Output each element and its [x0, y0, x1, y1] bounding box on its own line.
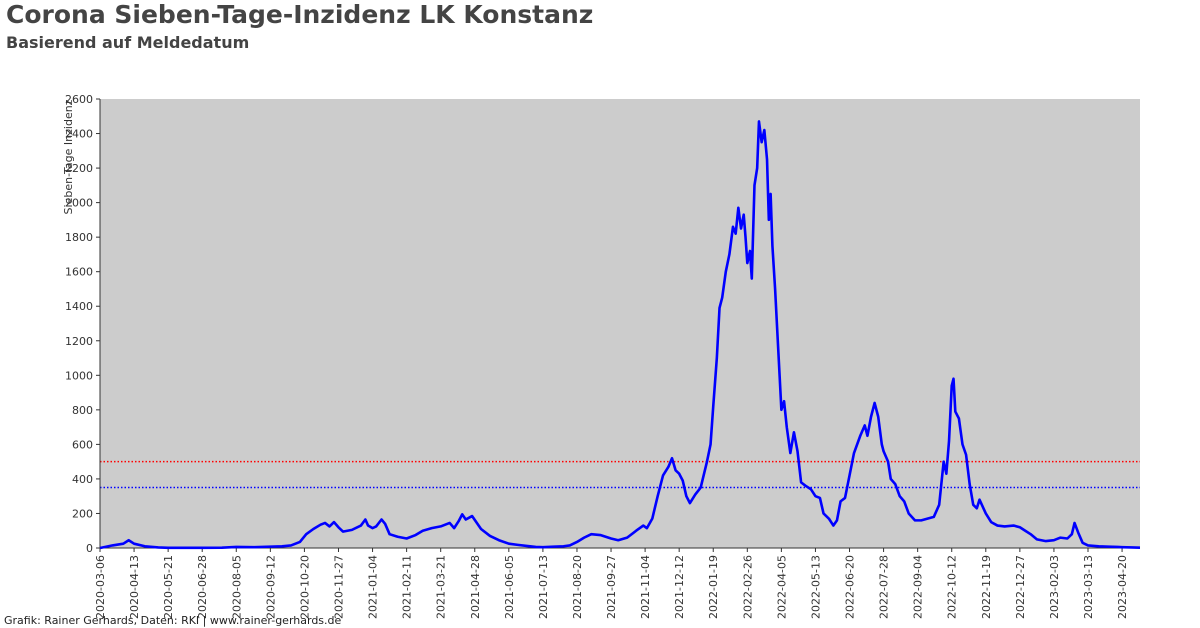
y-tick-label: 1400 — [65, 300, 93, 313]
y-tick-label: 1200 — [65, 335, 93, 348]
x-tick-label: 2022-11-19 — [980, 555, 993, 619]
x-tick-label: 2020-04-13 — [128, 555, 141, 619]
y-tick-label: 1600 — [65, 266, 93, 279]
x-tick-label: 2022-01-19 — [707, 555, 720, 619]
x-tick-label: 2020-05-21 — [162, 555, 175, 619]
x-tick-label: 2020-11-27 — [332, 555, 345, 619]
x-tick-label: 2022-06-20 — [844, 555, 857, 619]
x-tick-label: 2020-06-28 — [196, 555, 209, 619]
x-tick-label: 2022-12-27 — [1014, 555, 1027, 619]
plot-background — [100, 99, 1140, 548]
x-tick-label: 2020-03-06 — [94, 555, 107, 619]
x-tick-label: 2022-05-13 — [809, 555, 822, 619]
y-tick-label: 0 — [86, 542, 93, 555]
x-tick-label: 2020-09-12 — [264, 555, 277, 619]
x-tick-label: 2021-04-28 — [469, 555, 482, 619]
x-tick-label: 2021-09-27 — [605, 555, 618, 619]
y-tick-label: 2000 — [65, 197, 93, 210]
y-tick-label: 1800 — [65, 231, 93, 244]
y-tick-label: 800 — [72, 404, 93, 417]
x-tick-label: 2022-10-12 — [946, 555, 959, 619]
x-tick-label: 2022-09-04 — [912, 555, 925, 619]
x-tick-label: 2023-02-03 — [1048, 555, 1061, 619]
y-axis: 0 200 400 600 800 1000 1200 1400 1600 1800 2000 220… — [65, 93, 101, 555]
x-tick-label: 2021-08-20 — [571, 555, 584, 619]
y-tick-label: 1000 — [65, 369, 93, 382]
x-tick-label: 2020-08-05 — [230, 555, 243, 619]
footer-credit: Grafik: Rainer Gerhards, Daten: RKI | ww… — [4, 614, 342, 627]
chart-title: Corona Sieben-Tage-Inzidenz LK Konstanz — [6, 0, 594, 29]
x-tick-label: 2022-04-05 — [775, 555, 788, 619]
series-line-inzidenz — [99, 120, 1141, 550]
x-tick-label: 2021-06-05 — [503, 555, 516, 619]
chart-subtitle: Basierend auf Meldedatum — [6, 33, 250, 52]
x-tick-label: 2022-07-28 — [878, 555, 891, 619]
x-tick-label: 2021-01-04 — [367, 555, 380, 619]
y-tick-label: 600 — [72, 438, 93, 451]
x-tick-label: 2020-10-20 — [298, 555, 311, 619]
y-tick-label: 2600 — [65, 93, 93, 106]
x-tick-label: 2022-02-26 — [741, 555, 754, 619]
y-axis-label: Sieben-Tage Inzidenz — [62, 99, 75, 214]
x-tick-label: 2023-04-20 — [1116, 555, 1129, 619]
y-tick-label: 2400 — [65, 128, 93, 141]
x-axis: 2020-03-06 2020-04-13 2020-05-21 2020-06-28… — [94, 547, 1140, 619]
x-tick-label: 2023-03-13 — [1082, 555, 1095, 619]
x-tick-label: 2021-07-13 — [537, 555, 550, 619]
x-tick-label: 2021-12-12 — [673, 555, 686, 619]
x-tick-label: 2021-11-04 — [639, 555, 652, 619]
x-tick-label: 2021-02-11 — [401, 555, 414, 619]
y-tick-label: 400 — [72, 473, 93, 486]
y-tick-label: 200 — [72, 507, 93, 520]
y-tick-label: 2200 — [65, 162, 93, 175]
x-tick-label: 2021-03-21 — [435, 555, 448, 619]
